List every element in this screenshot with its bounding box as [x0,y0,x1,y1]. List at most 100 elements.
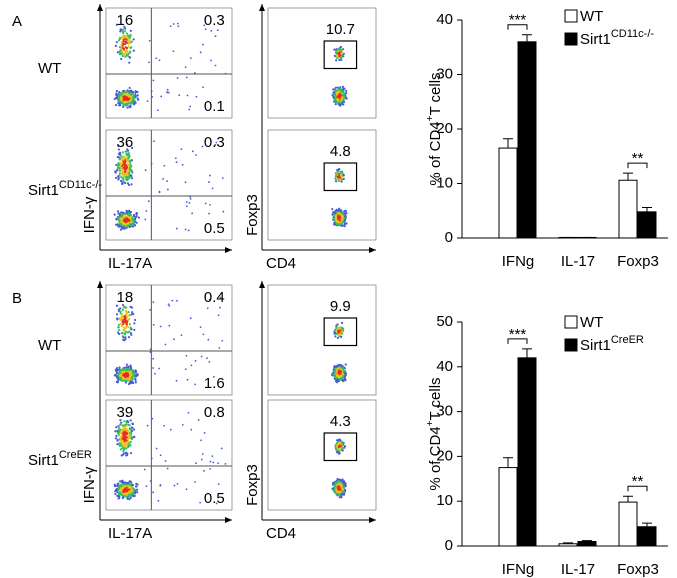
event-dot [335,218,337,220]
event-dot [120,58,122,60]
event-dot [128,62,130,64]
event-dot [342,373,344,375]
event-dot [129,490,131,492]
event-dot [125,41,127,43]
event-dot [136,222,138,224]
event-dot [332,88,334,90]
event-dot [186,77,188,79]
event-dot [119,172,121,174]
event-dot [117,217,119,219]
legend-swatch [565,10,577,22]
event-dot [124,493,126,495]
row-label-sup: CD11c-/- [59,179,103,191]
bar [518,42,536,238]
event-dot [222,211,224,213]
y-axis-label: % of CD4+T cells [425,377,444,490]
event-dot [145,210,147,212]
event-dot [149,40,151,42]
event-dot [334,55,336,57]
significance-label: *** [509,12,527,29]
legend-label-base: Sirt1 [580,337,611,354]
event-dot [344,378,346,380]
axis-label: IFN-γ [81,466,98,503]
event-dot [131,40,133,42]
event-dot [217,462,219,464]
event-dot [129,376,131,378]
event-dot [118,39,120,41]
event-dot [332,97,334,99]
event-dot [195,462,197,464]
significance-label: ** [632,150,644,167]
event-dot [128,178,130,180]
event-dot [152,367,154,369]
event-dot [134,319,136,321]
error-bar [642,207,652,211]
event-dot [130,183,132,185]
event-dot [129,323,131,325]
event-dot [343,53,345,55]
event-dot [123,216,125,218]
event-dot [336,224,338,226]
event-dot [176,300,178,302]
event-dot [194,481,196,483]
bar [638,212,656,238]
event-dot [174,485,176,487]
event-dot [127,157,129,159]
event-dot [123,452,125,454]
event-dot [152,358,154,360]
event-dot [125,221,127,223]
event-dot [125,210,127,212]
event-dot [127,89,129,91]
event-dot [124,315,126,317]
event-dot [218,483,220,485]
y-tick-label: 40 [436,11,453,28]
event-dot [340,95,342,97]
event-dot [337,375,339,377]
event-dot [128,172,130,174]
event-dot [345,222,347,224]
event-dot [177,483,179,485]
event-dot [125,380,127,382]
event-dot [341,103,343,105]
event-dot [125,482,127,484]
event-dot [200,326,202,328]
event-dot [122,47,124,49]
x-tick-label: IFNg [502,561,535,578]
event-dot [120,223,122,225]
event-dot [341,223,343,225]
event-dot [204,432,206,434]
event-dot [118,427,120,429]
event-dot [137,94,139,96]
event-dot [336,209,338,211]
event-dot [215,35,217,37]
bar [619,502,637,546]
event-dot [116,376,118,378]
event-dot [192,150,194,152]
event-dot [131,483,133,485]
event-dot [125,320,127,322]
row-label-base: WT [38,337,61,354]
event-dot [122,329,124,331]
event-dot [202,86,204,88]
event-dot [128,98,130,100]
event-dot [117,156,119,158]
event-dot [154,373,156,375]
event-dot [152,301,154,303]
event-dot [130,224,132,226]
event-dot [335,50,337,52]
event-dot [120,44,122,46]
event-dot [122,106,124,108]
event-dot [121,332,123,334]
row-label: WT [38,60,61,77]
event-dot [116,367,118,369]
event-dot [121,101,123,103]
event-dot [117,102,119,104]
event-dot [190,57,192,59]
event-dot [206,357,208,359]
event-dot [136,491,138,493]
event-dot [126,153,128,155]
event-dot [121,93,123,95]
event-dot [132,225,134,227]
event-dot [212,187,214,189]
event-dot [120,494,122,496]
